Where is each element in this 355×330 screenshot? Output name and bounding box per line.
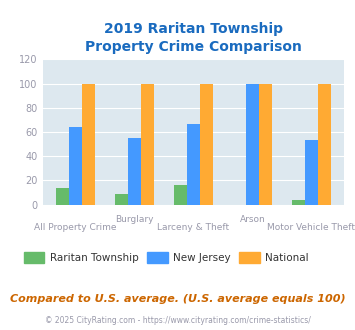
Text: Larceny & Theft: Larceny & Theft (157, 223, 230, 232)
Bar (259, 83, 272, 205)
Text: Compared to U.S. average. (U.S. average equals 100): Compared to U.S. average. (U.S. average … (10, 294, 345, 304)
Bar (187, 123, 200, 205)
Bar (318, 83, 331, 205)
Bar (56, 188, 69, 205)
Bar (69, 127, 82, 205)
Text: All Property Crime: All Property Crime (34, 223, 117, 232)
Bar (305, 141, 318, 205)
Title: 2019 Raritan Township
Property Crime Comparison: 2019 Raritan Township Property Crime Com… (85, 22, 302, 54)
Text: Arson: Arson (240, 215, 265, 224)
Bar (246, 83, 259, 205)
Text: Motor Vehicle Theft: Motor Vehicle Theft (267, 223, 355, 232)
Bar (200, 83, 213, 205)
Legend: Raritan Township, New Jersey, National: Raritan Township, New Jersey, National (20, 248, 312, 267)
Bar (141, 83, 154, 205)
Bar (82, 83, 95, 205)
Text: Burglary: Burglary (115, 215, 154, 224)
Bar (128, 138, 141, 205)
Bar (174, 185, 187, 205)
Text: © 2025 CityRating.com - https://www.cityrating.com/crime-statistics/: © 2025 CityRating.com - https://www.city… (45, 316, 310, 325)
Bar (292, 200, 305, 205)
Bar (115, 194, 128, 205)
